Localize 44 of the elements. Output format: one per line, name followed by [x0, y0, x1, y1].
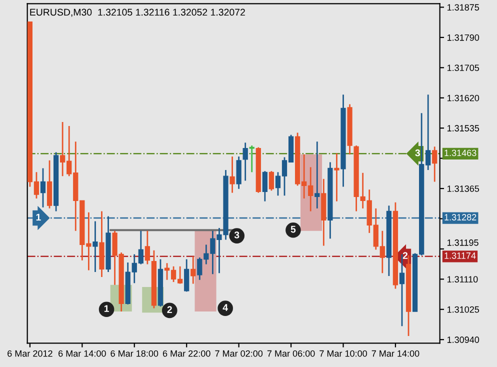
y-tick-label: 1.31195	[447, 239, 478, 246]
annotation: 2	[402, 252, 408, 259]
annotation: 4	[222, 304, 228, 311]
annotation: 3	[234, 232, 240, 238]
x-tick-label: 6 Mar 2012	[8, 350, 52, 357]
annotation: 5	[290, 226, 296, 233]
candlestick	[144, 230, 150, 265]
candlestick	[268, 170, 274, 192]
x-tick-label: 7 Mar 02:00	[215, 350, 263, 357]
y-tick-label: 1.31620	[447, 94, 480, 102]
y-tick-label: 1.31365	[447, 185, 480, 192]
annotation: 1	[104, 305, 109, 312]
y-tick-label: 1.31025	[447, 306, 480, 313]
y-tick-label: 1.31535	[447, 125, 480, 132]
y-tick-label: 1.31790	[447, 34, 480, 41]
chart-title: EURUSD,M30 1.32105 1.32116 1.32052 1.32072	[30, 8, 245, 17]
candlestick	[334, 152, 340, 202]
x-tick-label: 6 Mar 18:00	[110, 350, 158, 357]
annotation: 2	[167, 306, 172, 313]
candlestick	[46, 160, 52, 210]
annotation: 3	[415, 149, 420, 156]
candlestick	[314, 140, 320, 210]
y-tick-label: 1.31705	[447, 64, 480, 72]
x-tick-label: 7 Mar 06:00	[267, 350, 315, 357]
ref-line-label: 1.31174	[444, 252, 476, 259]
candlestick	[92, 220, 98, 273]
y-tick-label: 1.31875	[447, 4, 480, 11]
candlestick	[242, 142, 248, 182]
x-tick-label: 7 Mar 10:00	[320, 350, 367, 357]
candlestick	[432, 146, 438, 182]
candlestick	[230, 156, 235, 194]
candlestick	[236, 156, 242, 190]
x-tick-label: 7 Mar 14:00	[372, 350, 420, 357]
candlestick	[190, 256, 196, 284]
annotation: 1	[36, 214, 41, 221]
candlestick	[262, 170, 268, 202]
ref-line-label: 1.31463	[444, 150, 476, 156]
candlestick	[40, 168, 46, 208]
x-tick-label: 6 Mar 22:00	[162, 350, 210, 357]
ref-line-label: 1.31282	[444, 214, 476, 220]
candlestick	[184, 258, 190, 292]
y-tick-label: 1.30940	[447, 336, 480, 343]
y-tick-label: 1.31110	[447, 276, 478, 283]
x-tick-label: 6 Mar 14:00	[58, 350, 106, 357]
